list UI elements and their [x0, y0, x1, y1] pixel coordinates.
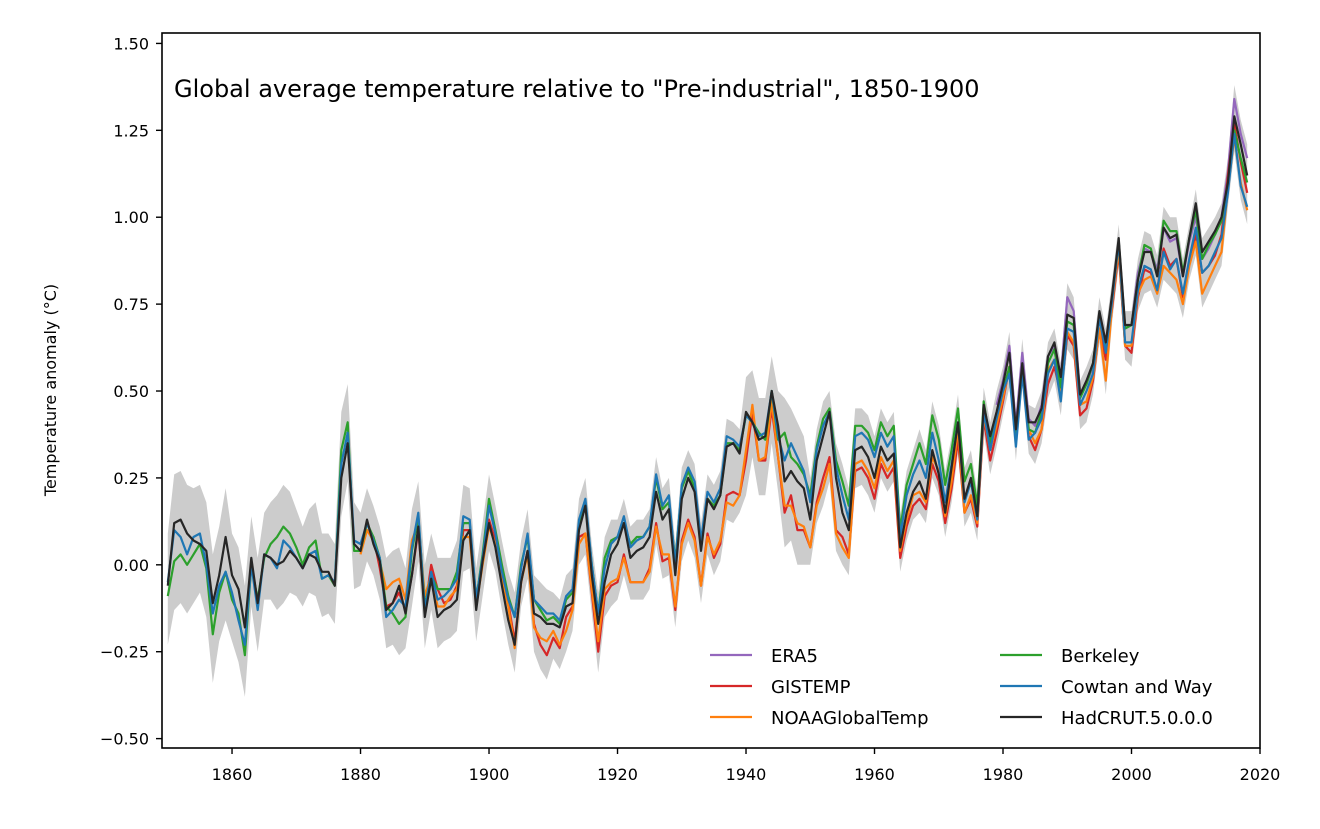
y-tick-label: 1.25: [113, 121, 149, 140]
x-tick-label: 1980: [983, 765, 1024, 784]
legend-label: Cowtan and Way: [1061, 677, 1213, 698]
x-tick-label: 1860: [212, 765, 253, 784]
x-axis: 1860 1880 1900 1920 1940 1960 1980 2000 2020: [212, 748, 1281, 784]
y-axis: 1.50 1.25 1.00 0.75 0.50 0.25 0.00 −0.25 −0.50: [100, 34, 162, 749]
legend: ERA5 GISTEMP NOAAGlobalTemp Berkeley Cowtan …: [710, 646, 1213, 729]
y-tick-label: 1.50: [113, 34, 149, 53]
legend-item: Berkeley: [1000, 646, 1140, 667]
x-tick-label: 2000: [1111, 765, 1152, 784]
legend-item: GISTEMP: [710, 677, 851, 698]
y-tick-label: −0.50: [100, 730, 149, 749]
y-tick-label: 0.25: [113, 469, 149, 488]
legend-label: NOAAGlobalTemp: [771, 708, 929, 729]
x-tick-label: 1880: [340, 765, 381, 784]
x-tick-label: 2020: [1240, 765, 1281, 784]
legend-item: NOAAGlobalTemp: [710, 708, 929, 729]
x-tick-label: 1900: [469, 765, 510, 784]
plot-frame: [161, 32, 1261, 749]
y-tick-label: −0.25: [100, 643, 149, 662]
legend-item: ERA5: [710, 646, 818, 667]
series-line-noaaglobaltemp: [359, 136, 1249, 650]
x-tick-label: 1960: [854, 765, 895, 784]
legend-label: HadCRUT.5.0.0.0: [1061, 708, 1213, 729]
chart-title: Global average temperature relative to "…: [174, 75, 980, 103]
y-tick-label: 0.00: [113, 556, 149, 575]
series-lines: [166, 97, 1249, 657]
x-tick-label: 1920: [597, 765, 638, 784]
y-tick-label: 0.50: [113, 382, 149, 401]
y-axis-label: Temperature anomaly (°C): [41, 284, 60, 497]
y-tick-label: 1.00: [113, 208, 149, 227]
legend-label: GISTEMP: [771, 677, 851, 698]
legend-label: Berkeley: [1061, 646, 1140, 667]
series-line-gistemp: [359, 122, 1249, 657]
legend-item: HadCRUT.5.0.0.0: [1000, 708, 1213, 729]
legend-item: Cowtan and Way: [1000, 677, 1213, 698]
y-tick-label: 0.75: [113, 295, 149, 314]
legend-label: ERA5: [771, 646, 818, 667]
series-line-cowtan-and-way: [166, 132, 1249, 646]
x-tick-label: 1940: [726, 765, 767, 784]
series-line-hadcrut-5-0-0-0: [166, 115, 1249, 646]
